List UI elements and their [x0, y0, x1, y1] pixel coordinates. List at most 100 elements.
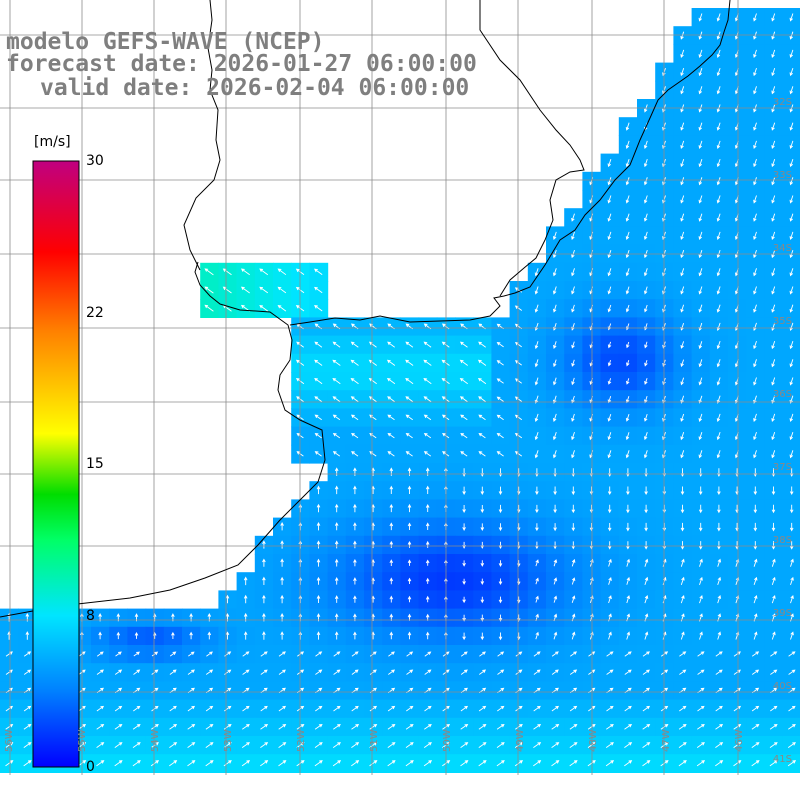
wind-arrow: [625, 140, 630, 149]
wind-arrow: [789, 195, 794, 204]
wind-arrow: [626, 631, 631, 640]
wind-arrow: [698, 413, 703, 423]
wind-arrow: [242, 723, 250, 730]
wind-arrow: [644, 304, 648, 313]
wind-arrow: [205, 705, 214, 712]
wind-arrow: [678, 760, 687, 767]
wind-arrow: [241, 742, 250, 748]
wind-arrow: [353, 558, 357, 567]
wind-arrow: [334, 577, 339, 585]
wind-arrow: [624, 651, 632, 657]
wind-arrow: [277, 304, 287, 312]
wind-arrow: [699, 576, 703, 586]
longitude-label: 54W: [150, 729, 161, 752]
wind-arrow: [789, 431, 794, 441]
wind-arrow: [262, 631, 266, 640]
wind-arrow: [204, 268, 214, 276]
wind-arrow: [533, 651, 541, 657]
wind-arrow: [406, 651, 414, 657]
wind-arrow: [552, 450, 557, 459]
wind-arrow: [716, 450, 721, 459]
wind-arrow: [626, 558, 631, 567]
wind-arrow: [151, 723, 159, 730]
wind-arrow: [680, 304, 685, 313]
wind-arrow: [389, 631, 394, 640]
wind-arrow: [789, 122, 794, 131]
wind-arrow: [151, 669, 159, 675]
wind-arrow: [753, 140, 757, 149]
wind-arrow: [314, 286, 323, 294]
wind-arrow: [642, 705, 651, 712]
wind-arrow: [698, 341, 703, 350]
wind-arrow: [553, 541, 557, 550]
wind-arrow: [333, 723, 341, 730]
wind-arrow: [789, 486, 794, 496]
wind-arrow: [698, 195, 703, 204]
wind-arrow: [424, 705, 432, 712]
wind-arrow: [553, 595, 558, 603]
wind-arrow: [423, 341, 432, 348]
wind-arrow: [771, 450, 776, 459]
wind-arrow: [369, 742, 378, 748]
wind-arrow: [314, 414, 322, 421]
wind-arrow: [497, 651, 505, 657]
wind-arrow: [716, 340, 721, 350]
wind-arrow: [607, 360, 612, 367]
wind-arrow: [551, 742, 560, 748]
wind-arrow: [334, 503, 339, 513]
wind-arrow: [608, 595, 612, 604]
wind-arrow: [698, 304, 703, 313]
wind-arrow: [535, 559, 539, 567]
wind-arrow: [351, 451, 359, 457]
wind-arrow: [204, 286, 214, 294]
wind-arrow: [625, 195, 630, 204]
colorbar-tick-label: 30: [86, 153, 104, 169]
wind-arrow: [787, 760, 797, 767]
wind-arrow: [277, 286, 287, 294]
wind-arrow: [496, 451, 504, 457]
wind-arrow: [607, 378, 612, 385]
wind-arrow: [151, 705, 159, 712]
wind-arrow: [588, 651, 596, 657]
wind-arrow: [462, 560, 466, 567]
wind-arrow: [389, 577, 394, 585]
wind-arrow: [698, 213, 703, 222]
wind-arrow: [169, 651, 177, 657]
wind-arrow: [680, 122, 685, 131]
wind-arrow: [460, 651, 468, 657]
wind-arrow: [625, 378, 630, 385]
wind-arrow: [351, 669, 359, 675]
wind-arrow: [717, 541, 721, 550]
wind-arrow: [698, 522, 703, 532]
wind-arrow: [571, 213, 575, 222]
wind-arrow: [514, 742, 523, 748]
wind-arrow: [515, 669, 523, 675]
wind-arrow: [625, 450, 630, 459]
wind-arrow: [334, 485, 339, 495]
wind-arrow: [678, 742, 687, 748]
wind-arrow: [405, 723, 414, 730]
wind-arrow: [423, 377, 432, 385]
coastline: [0, 0, 731, 618]
wind-arrow: [333, 705, 341, 712]
wind-arrow: [790, 631, 794, 640]
wind-arrow: [552, 268, 557, 277]
wind-arrow: [496, 396, 504, 402]
wind-arrow: [405, 341, 414, 348]
wind-arrow: [533, 742, 542, 748]
wind-arrow: [369, 705, 378, 712]
wind-arrow: [478, 341, 486, 348]
wind-speed-field: [0, 8, 800, 773]
wind-arrow: [698, 122, 703, 131]
longitude-label: 46W: [734, 729, 745, 752]
wind-arrow: [716, 158, 721, 168]
wind-arrow: [350, 414, 359, 421]
wind-arrow: [5, 742, 14, 748]
wind-arrow: [571, 577, 576, 585]
wind-arrow: [407, 467, 412, 476]
wind-arrow: [423, 742, 432, 748]
wind-arrow: [753, 231, 757, 240]
wind-arrow: [387, 396, 395, 403]
wind-arrow: [571, 359, 575, 367]
wind-arrow: [788, 705, 796, 712]
